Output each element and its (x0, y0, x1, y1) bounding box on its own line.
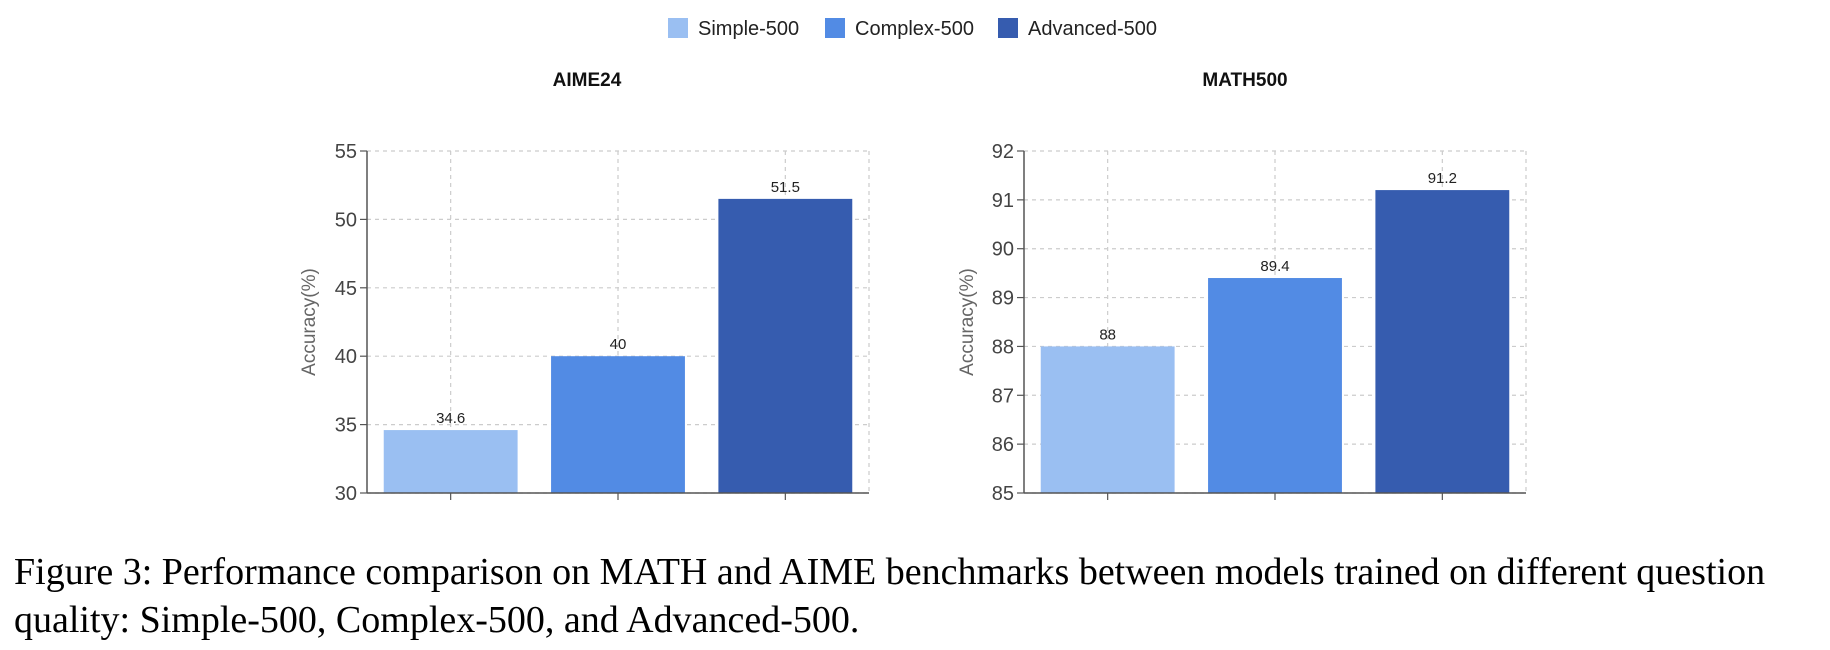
legend-label-advanced-500: Advanced-500 (1028, 18, 1157, 40)
bar-simple-500 (1040, 346, 1175, 493)
y-tick-label: 85 (992, 483, 1014, 505)
bar-advanced-500 (718, 198, 853, 493)
bar-value-label: 51.5 (771, 179, 800, 196)
chart-title: AIME24 (553, 70, 622, 91)
figure-caption: Figure 3: Performance comparison on MATH… (14, 551, 1766, 641)
chart-title: MATH500 (1202, 70, 1287, 91)
y-tick-label: 30 (335, 483, 357, 505)
y-tick-label: 35 (335, 415, 357, 437)
legend: Simple-500 Complex-500 Advanced-500 (668, 18, 1157, 40)
legend-swatch-simple-500 (668, 18, 688, 38)
y-tick-label: 55 (335, 141, 357, 163)
y-tick-label: 50 (335, 209, 357, 231)
bar-complex-500 (1208, 278, 1342, 493)
bar-complex-500 (551, 356, 685, 493)
legend-swatch-complex-500 (825, 18, 845, 38)
y-tick-label: 86 (992, 434, 1014, 456)
bar-value-label: 34.6 (436, 410, 465, 427)
y-axis-label: Accuracy(%) (957, 268, 978, 376)
legend-label-complex-500: Complex-500 (855, 18, 974, 40)
bar-value-label: 88 (1099, 326, 1116, 343)
y-tick-label: 88 (992, 336, 1014, 358)
legend-label-simple-500: Simple-500 (698, 18, 799, 40)
y-tick-label: 87 (992, 385, 1014, 407)
bar-value-label: 91.2 (1428, 170, 1457, 187)
chart-aime24: AIME24 Accuracy(%) 30 35 40 45 50 55 34.6 40 51.5 (299, 70, 870, 505)
y-tick-label: 92 (992, 141, 1014, 163)
chart-math500: MATH500 Accuracy(%) 85 86 87 88 89 90 91 92 88 89.4… (957, 70, 1527, 505)
bar-value-label: 89.4 (1260, 258, 1289, 275)
bar-value-label: 40 (610, 336, 627, 353)
y-tick-label: 45 (335, 278, 357, 300)
y-tick-label: 91 (992, 190, 1014, 212)
y-tick-label: 40 (335, 346, 357, 368)
bar-advanced-500 (1375, 190, 1510, 494)
y-tick-label: 90 (992, 239, 1014, 261)
y-axis-label: Accuracy(%) (299, 268, 320, 376)
bar-simple-500 (383, 430, 518, 493)
y-tick-label: 89 (992, 288, 1014, 310)
legend-swatch-advanced-500 (998, 18, 1018, 38)
